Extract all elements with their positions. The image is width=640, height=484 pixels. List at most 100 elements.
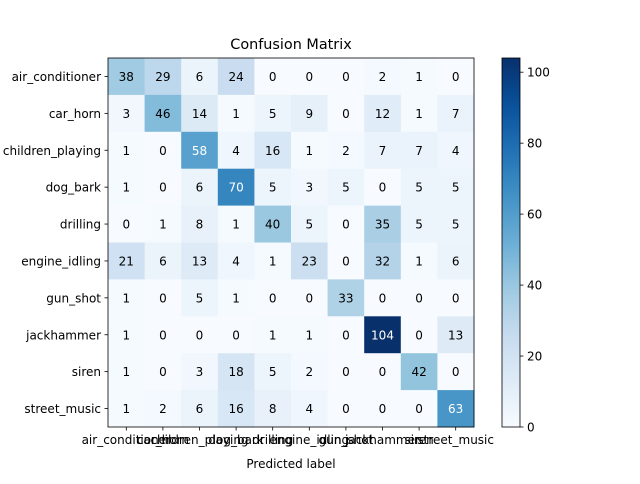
x-tick-label: dog_bark [208,433,263,447]
matrix-cell [254,390,292,428]
matrix-cell [364,58,402,96]
colorbar-tick-label: 20 [527,350,542,364]
colorbar-tick-label: 40 [527,279,542,293]
matrix-cell [181,58,219,96]
colorbar-tick-label: 0 [527,421,535,435]
matrix-cell [254,94,292,133]
cell-value: 6 [196,181,204,195]
y-tick-label: children_playing [3,144,101,158]
cell-value: 1 [122,328,130,342]
matrix-cell [217,353,255,391]
matrix-cell [364,390,402,428]
y-tick-label: jackhammer [25,328,101,342]
matrix-cell [364,353,402,391]
cell-value: 0 [159,181,167,195]
cell-value: 2 [379,70,387,84]
cell-value: 5 [452,181,460,195]
matrix-cell [144,279,182,317]
matrix-cell [144,131,182,170]
matrix-cell [437,353,475,391]
y-tick-labels: air_conditioner car_horn children_playingd… [3,70,108,416]
matrix-cell [181,205,219,243]
cell-value: 1 [415,107,423,121]
cell-value: 0 [342,107,350,121]
cell-value: 1 [415,70,423,84]
cell-value: 5 [269,365,277,379]
matrix-cell [254,131,292,170]
cell-value: 0 [159,365,167,379]
cell-value: 5 [342,181,350,195]
cell-value: 1 [269,254,277,268]
x-axis-label: Predicted label [246,457,335,471]
y-tick-label: gun_shot [46,291,101,305]
cell-value: 63 [448,402,463,416]
cell-value: 5 [196,291,204,305]
cell-value: 14 [192,107,207,121]
cell-value: 1 [232,218,240,232]
cell-value: 9 [305,107,313,121]
matrix-cell [364,279,402,317]
y-tick-label: street_music [24,402,101,416]
cell-value: 24 [228,70,243,84]
y-tick-label: car_horn [49,107,101,121]
cell-value: 4 [452,144,460,158]
matrix-cell [108,168,146,207]
cell-value: 38 [119,70,134,84]
y-tick-label: dog_bark [46,181,101,195]
matrix-cell [291,168,329,207]
matrix-cell [217,94,255,133]
cell-value: 1 [305,144,313,158]
matrix-cell [254,316,292,354]
cell-value: 5 [415,181,423,195]
cell-value: 1 [232,291,240,305]
cell-value: 2 [159,402,167,416]
cell-value: 8 [269,402,277,416]
x-tick-label: children_playing [150,433,248,447]
cell-value: 4 [232,254,240,268]
cell-value: 0 [415,291,423,305]
cell-value: 40 [265,218,280,232]
matrix-cell [327,242,365,280]
cell-value: 0 [122,218,130,232]
cell-value: 1 [122,144,130,158]
matrix-cell [437,316,475,354]
cell-value: 13 [192,254,207,268]
colorbar-ticks: 0 20 40 60 80 100 [520,66,550,435]
cell-value: 0 [342,218,350,232]
matrix-cell [144,94,182,133]
matrix-cell [217,131,255,170]
matrix-cell [364,131,402,170]
matrix-cell [181,279,219,317]
cell-value: 21 [119,254,134,268]
matrix-cell [291,353,329,391]
matrix-cell [364,316,402,354]
matrix-cell [181,316,219,354]
matrix-cell [327,205,365,243]
cell-value: 0 [269,291,277,305]
cell-value: 6 [159,254,167,268]
cell-value: 58 [192,144,207,158]
cell-value: 0 [342,402,350,416]
matrix-cell [291,390,329,428]
cell-value: 3 [305,181,313,195]
x-tick-label: jackhammer [344,433,420,447]
cell-value: 70 [228,181,243,195]
cell-value: 13 [448,328,463,342]
cell-value: 29 [155,70,170,84]
cell-value: 12 [375,107,390,121]
cell-value: 1 [232,107,240,121]
matrix-cell [108,279,146,317]
colorbar-tick-label: 80 [527,137,542,151]
cell-value: 3 [122,107,130,121]
cell-value: 0 [232,328,240,342]
matrix-cell [291,279,329,317]
y-tick-label: siren [72,365,101,379]
cell-value: 0 [196,328,204,342]
matrix-cell [291,316,329,354]
matrix-cell [291,131,329,170]
matrix-cell [217,242,255,280]
cell-value: 6 [196,402,204,416]
cell-value: 1 [122,402,130,416]
